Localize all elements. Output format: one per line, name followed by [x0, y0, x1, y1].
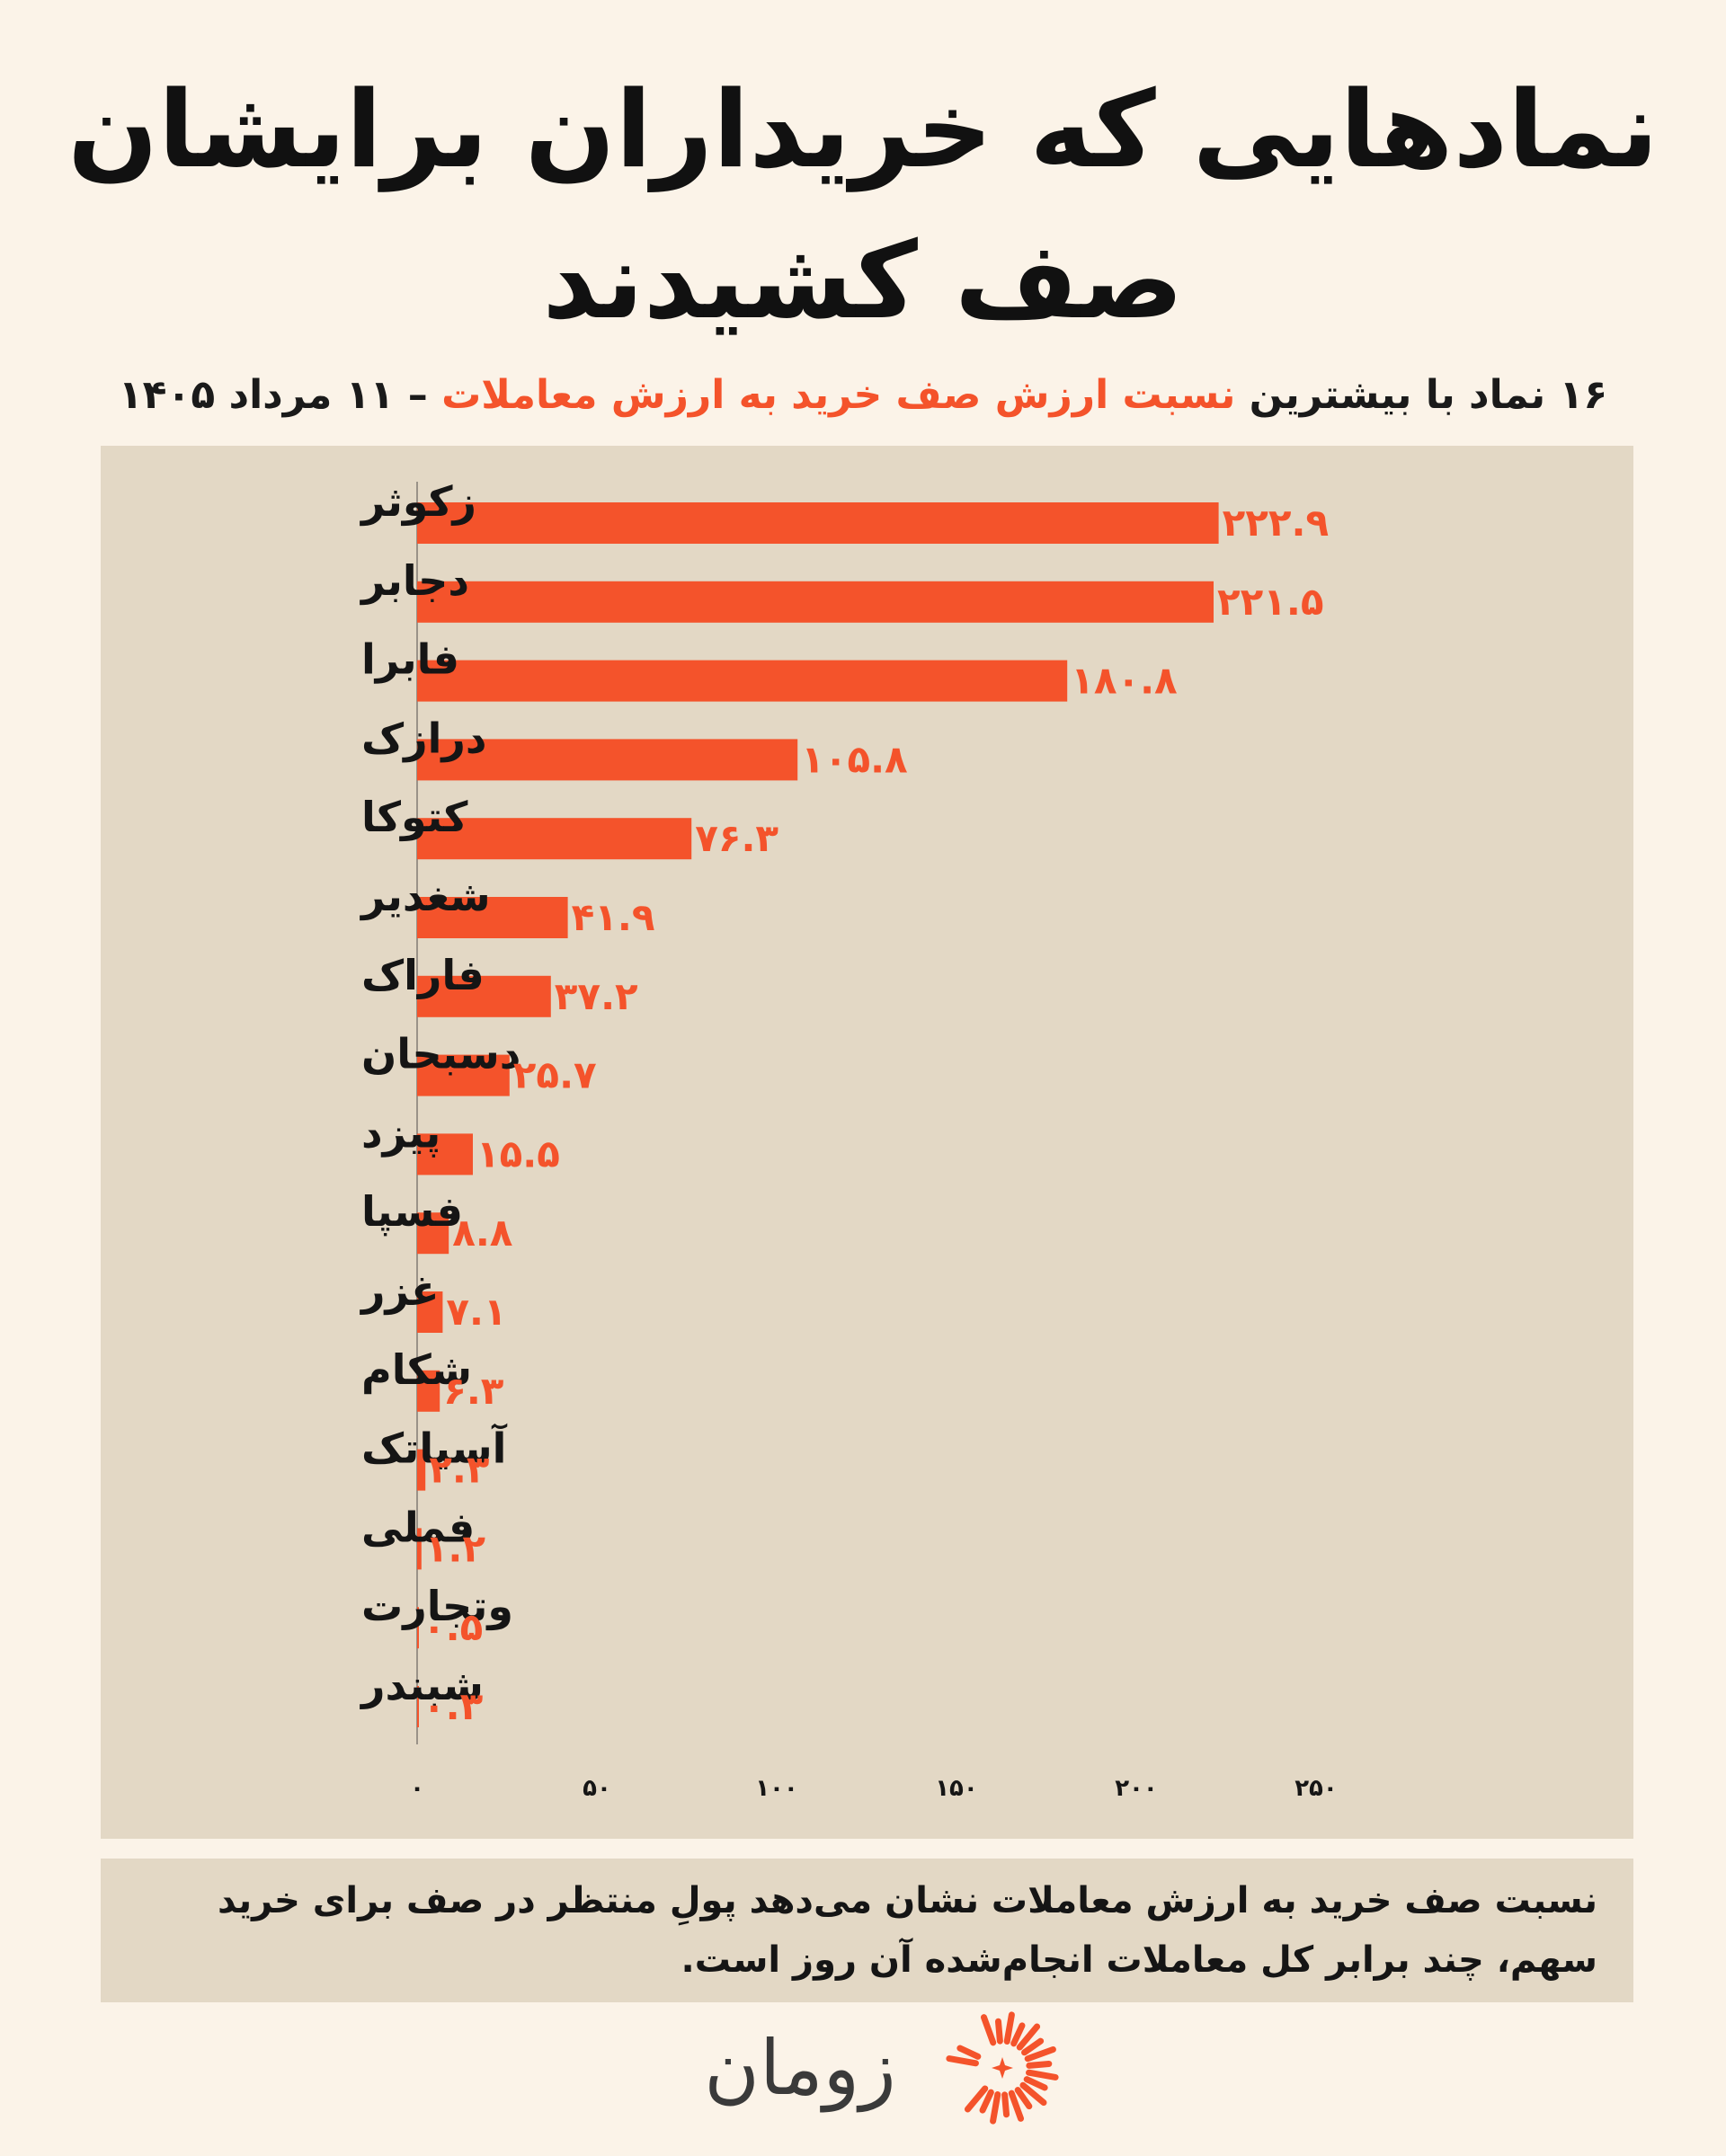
x-tick-label: ۵۰ [583, 1775, 611, 1802]
bar [417, 581, 1214, 623]
category-label: غزر [360, 1266, 440, 1315]
subtitle-highlight: نسبت ارزش صف خرید به ارزش معاملات [441, 372, 1236, 418]
x-tick-label: ۱۵۰ [935, 1775, 978, 1802]
value-label: ۷۶.۳ [695, 816, 778, 860]
x-tick-label: ۲۵۰ [1294, 1775, 1338, 1802]
value-label: ۲۲۱.۵ [1217, 580, 1324, 624]
brand-logo: زومان [665, 2010, 1061, 2126]
bar [417, 660, 1068, 702]
value-label: ۳۷.۲ [555, 974, 638, 1018]
category-label: فابرا [361, 635, 459, 684]
category-label: شغدیر [360, 872, 491, 920]
value-label: ۱۸۰.۸ [1071, 659, 1178, 703]
subtitle-part1: ۱۶ نماد با بیشترین [1249, 372, 1608, 418]
subtitle-part2: – ۱۱ مرداد ۱۴۰۵ [118, 372, 428, 418]
bar [417, 818, 692, 860]
value-label: ۶.۳ [443, 1369, 504, 1413]
bar [417, 897, 568, 938]
bar [417, 1133, 473, 1176]
bar [417, 1607, 419, 1649]
category-label: دسبحان [361, 1030, 520, 1078]
x-tick-label: ۲۰۰ [1115, 1775, 1158, 1802]
bar [417, 1054, 510, 1096]
category-label: درازک [361, 714, 486, 762]
chart-subtitle: ۱۶ نماد با بیشترین نسبت ارزش صف خرید به … [54, 368, 1672, 422]
bar [417, 1686, 419, 1727]
bar [417, 1370, 440, 1412]
category-label: فسپا [361, 1187, 463, 1237]
value-label: ۲.۳ [429, 1448, 490, 1492]
value-label: ۱.۲ [425, 1526, 486, 1570]
value-label: ۸.۸ [452, 1211, 513, 1255]
value-label: ۱۰۵.۸ [801, 737, 908, 781]
bar [417, 975, 551, 1017]
bar [417, 1528, 422, 1570]
bar-chart: زکوثر ۲۲۲.۹ دجابر ۲۲۱.۵ فابرا ۱۸۰.۸ درازک ۱۰۵.۸… [360, 477, 1338, 1802]
value-label: ۱۵.۵ [476, 1131, 560, 1176]
category-label: دجابر [360, 556, 469, 605]
bar [417, 1291, 443, 1333]
note-text: نسبت صف خرید به ارزش معاملات نشان می‌دهد… [218, 1880, 1597, 1981]
value-label: ۴۱.۹ [572, 895, 655, 939]
value-label: ۲۲۲.۹ [1223, 501, 1330, 545]
chart-panel: زکوثر ۲۲۲.۹ دجابر ۲۲۱.۵ فابرا ۱۸۰.۸ درازک ۱۰۵.۸… [101, 446, 1633, 1839]
category-label: شکام [361, 1345, 472, 1394]
x-tick-label: ۰ [410, 1775, 424, 1802]
category-label: شبندر [360, 1661, 484, 1709]
page-title: نمادهایی که خریداران برایشان صف کشیدند [67, 67, 1659, 342]
category-label: کتوکا [361, 793, 468, 841]
value-label: ۰.۵ [423, 1605, 483, 1649]
bar [417, 1212, 449, 1255]
category-label: آسیاتک [361, 1424, 508, 1473]
note-box: نسبت صف خرید به ارزش معاملات نشان می‌دهد… [101, 1859, 1633, 2002]
bar [417, 502, 1219, 544]
bar [417, 739, 798, 781]
category-label: زکوثر [360, 477, 476, 526]
bar [417, 1449, 426, 1491]
value-label: ۲۵.۷ [513, 1053, 597, 1097]
value-label: ۰.۳ [423, 1684, 484, 1728]
category-label: فملی [361, 1503, 475, 1551]
category-label: فاراک [361, 951, 485, 999]
sunburst-logo-icon [946, 2011, 1059, 2125]
category-label: پیزد [361, 1108, 440, 1158]
x-tick-label: ۱۰۰ [755, 1775, 798, 1802]
logo-wordmark: زومان [704, 2024, 896, 2112]
category-label: وتجارت [361, 1582, 513, 1630]
value-label: ۷.۱ [446, 1290, 506, 1334]
